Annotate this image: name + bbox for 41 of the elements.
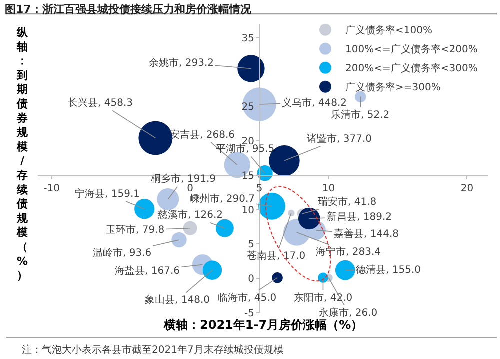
chart-title: 图17：浙江百强县城投债接续压力和房价涨幅情况 bbox=[5, 3, 252, 16]
legend-label: 广义债务率<100% bbox=[346, 24, 432, 37]
annotation: 长兴县, 458.3 bbox=[68, 97, 133, 109]
annotation: 余姚市, 293.2 bbox=[149, 57, 214, 69]
y-tick-label: 0 bbox=[248, 274, 255, 286]
y-tick-label: 25 bbox=[242, 102, 255, 114]
annotation: 温岭市, 93.6 bbox=[93, 247, 152, 259]
annotation: 桐乡市, 191.9 bbox=[150, 173, 216, 185]
x-tick-label: -10 bbox=[44, 183, 60, 194]
annotation: 诸暨市, 377.0 bbox=[307, 133, 372, 145]
x-tick-label: 5 bbox=[256, 183, 263, 194]
x-tick-label: 20 bbox=[460, 183, 474, 194]
legend-label: 100%<=广义债务率<200% bbox=[346, 44, 478, 56]
annotation: 嵊州市, 290.7 bbox=[190, 193, 255, 205]
y-tick-label: -5 bbox=[244, 308, 255, 320]
annotation: 慈溪市, 126.2 bbox=[157, 209, 223, 221]
annotation: 临海市, 45.0 bbox=[218, 292, 277, 304]
legend-label: 200%<=广义债务率<300% bbox=[346, 62, 478, 75]
y-tick-label: 15 bbox=[242, 170, 255, 182]
annotation: 新昌县, 189.2 bbox=[327, 211, 392, 223]
annotation: 宁海县, 159.1 bbox=[75, 188, 140, 200]
annotation: 瑞安市, 41.8 bbox=[318, 196, 377, 208]
y-tick-label: 35 bbox=[242, 33, 255, 44]
annotation: 海盐县, 167.6 bbox=[115, 265, 180, 277]
annotation: 乐清市, 52.2 bbox=[331, 109, 390, 121]
annotation: 永康市, 26.0 bbox=[319, 307, 378, 319]
y-tick-label: 5 bbox=[248, 240, 255, 251]
annotation: 象山县, 148.0 bbox=[145, 294, 210, 306]
annotation: 苍南县, 17.0 bbox=[247, 250, 306, 262]
legend-label: 广义债务率>=300% bbox=[346, 82, 441, 94]
annotation: 嘉善县, 144.8 bbox=[334, 228, 399, 240]
annotation: 德清县, 155.0 bbox=[356, 264, 421, 276]
x-tick-label: 0 bbox=[187, 183, 194, 194]
annotation: 玉环市, 79.8 bbox=[106, 224, 165, 236]
y-tick-label: 10 bbox=[242, 205, 255, 216]
x-axis-title: 横轴：2021年1-7月房价涨幅（%） bbox=[163, 318, 364, 332]
x-tick-label: 10 bbox=[322, 183, 336, 194]
text: 注：气泡大小表示各县市截至2021年7月末存续城投债规模 bbox=[22, 344, 284, 356]
annotation: 海宁市, 283.4 bbox=[316, 246, 381, 258]
text: 纵轴：到期债券规模/存续债规模（%） bbox=[16, 26, 28, 282]
annotation: 义乌市, 448.2 bbox=[282, 97, 347, 109]
